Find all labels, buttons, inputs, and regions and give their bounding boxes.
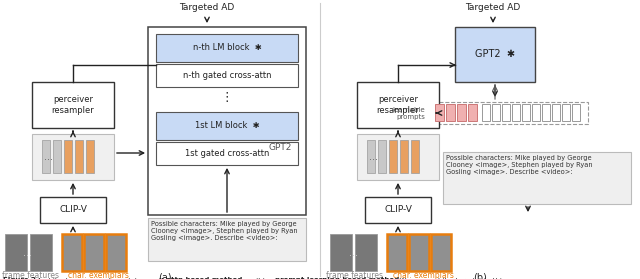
- Text: vs. (b): vs. (b): [241, 277, 268, 279]
- Text: CLIP-V: CLIP-V: [59, 206, 87, 215]
- Text: ...: ...: [369, 152, 378, 162]
- Bar: [542, 104, 550, 121]
- Bar: [64, 140, 72, 173]
- Bar: [42, 140, 50, 173]
- Bar: [572, 104, 580, 121]
- Bar: [367, 140, 375, 173]
- Text: frame features: frame features: [326, 271, 383, 279]
- Text: ...: ...: [349, 248, 358, 258]
- Text: Figure 2.: Figure 2.: [3, 277, 41, 279]
- Bar: [357, 134, 439, 180]
- Text: (b): (b): [473, 272, 487, 279]
- Bar: [411, 140, 419, 173]
- Text: perceiver
resampler: perceiver resampler: [376, 95, 419, 115]
- Bar: [156, 34, 298, 62]
- Bar: [75, 140, 83, 173]
- Bar: [431, 234, 451, 271]
- Bar: [365, 197, 431, 223]
- Bar: [357, 82, 439, 128]
- Text: CLIP-V: CLIP-V: [384, 206, 412, 215]
- Bar: [156, 64, 298, 87]
- Bar: [532, 104, 540, 121]
- Text: ...: ...: [24, 248, 33, 258]
- Text: ⋮: ⋮: [221, 92, 233, 105]
- Bar: [468, 104, 477, 121]
- Text: GPT2: GPT2: [269, 143, 292, 153]
- Text: GPT2  ✱: GPT2 ✱: [475, 49, 515, 59]
- Bar: [562, 104, 570, 121]
- Text: prompt learning based method: prompt learning based method: [275, 277, 399, 279]
- Bar: [84, 234, 104, 271]
- Text: frame features: frame features: [1, 271, 58, 279]
- Text: . We use architecture (a) in this pa: . We use architecture (a) in this pa: [395, 277, 516, 279]
- Text: learnable
prompts: learnable prompts: [392, 107, 425, 120]
- Bar: [400, 140, 408, 173]
- Bar: [86, 140, 94, 173]
- Bar: [409, 234, 429, 271]
- Text: Architecture comparison: (a): Architecture comparison: (a): [37, 277, 140, 279]
- Text: char. exemplars: char. exemplars: [392, 271, 453, 279]
- Bar: [522, 104, 530, 121]
- Text: perceiver
resampler: perceiver resampler: [52, 95, 94, 115]
- Bar: [30, 234, 52, 271]
- Bar: [40, 197, 106, 223]
- Text: Possible characters: Mike played by George
Clooney <image>, Stephen played by Ry: Possible characters: Mike played by Geor…: [446, 155, 593, 175]
- Bar: [106, 234, 126, 271]
- Bar: [53, 140, 61, 173]
- Text: char. exemplars: char. exemplars: [68, 271, 129, 279]
- Text: x-attn based method: x-attn based method: [159, 277, 243, 279]
- Text: ...: ...: [44, 152, 53, 162]
- Bar: [5, 234, 27, 271]
- Text: (a): (a): [158, 272, 172, 279]
- Text: Possible characters: Mike played by George
Clooney <image>, Stephen played by Ry: Possible characters: Mike played by Geor…: [151, 221, 298, 241]
- Bar: [492, 104, 500, 121]
- Bar: [455, 27, 535, 82]
- Text: n-th LM block  ✱: n-th LM block ✱: [193, 44, 261, 52]
- Bar: [512, 104, 520, 121]
- Bar: [156, 112, 298, 140]
- Text: Targeted AD: Targeted AD: [179, 4, 235, 13]
- Bar: [62, 234, 82, 271]
- Bar: [552, 104, 560, 121]
- Bar: [355, 234, 377, 271]
- Bar: [32, 134, 114, 180]
- Text: 1st gated cross-attn: 1st gated cross-attn: [185, 149, 269, 158]
- Bar: [389, 140, 397, 173]
- Bar: [330, 234, 352, 271]
- Bar: [435, 104, 444, 121]
- Bar: [433, 102, 588, 124]
- Text: n-th gated cross-attn: n-th gated cross-attn: [183, 71, 271, 80]
- Bar: [387, 234, 407, 271]
- Bar: [148, 27, 306, 215]
- Bar: [482, 104, 490, 121]
- Bar: [148, 218, 306, 261]
- Bar: [446, 104, 455, 121]
- Bar: [32, 82, 114, 128]
- Bar: [156, 142, 298, 165]
- Bar: [457, 104, 466, 121]
- Text: Targeted AD: Targeted AD: [465, 4, 520, 13]
- Bar: [443, 152, 631, 204]
- Bar: [378, 140, 386, 173]
- Bar: [502, 104, 510, 121]
- Text: 1st LM block  ✱: 1st LM block ✱: [195, 121, 259, 131]
